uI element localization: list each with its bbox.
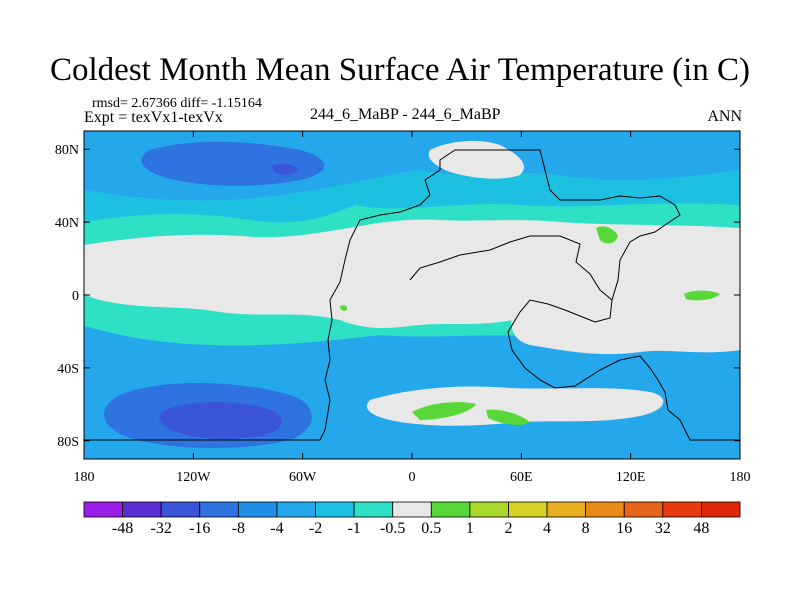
field-warm-patch-pacific <box>684 290 720 301</box>
colorbar-swatch <box>83 501 123 518</box>
stats-line: rmsd= 2.67366 diff= -1.15164 <box>92 96 262 111</box>
colorbar-swatch <box>508 501 548 518</box>
lat-tick-label: 80N <box>55 143 79 158</box>
colorbar-label: 8 <box>582 520 590 537</box>
colorbar-label: -8 <box>232 520 245 537</box>
colorbar-label: 0.5 <box>421 520 441 537</box>
colorbar-swatch <box>122 501 162 518</box>
field-warm-patch-atlantic <box>340 305 348 311</box>
colorbar-swatch <box>469 501 509 518</box>
period-label: 244_6_MaBP - 244_6_MaBP <box>310 106 501 123</box>
colorbar-label: 48 <box>693 520 709 537</box>
lat-tick-label: 40S <box>57 362 79 377</box>
colorbar-swatch <box>392 501 432 518</box>
lat-tick-label: 40N <box>55 216 79 231</box>
colorbar-label: -0.5 <box>380 520 405 537</box>
colorbar-swatch <box>199 501 239 518</box>
lat-tick-label: 0 <box>72 289 79 304</box>
field-warm-patch-southern-2 <box>486 409 530 425</box>
colorbar-swatch <box>353 501 394 518</box>
colorbar-swatch <box>701 501 741 518</box>
lon-tick-label: 120E <box>616 470 646 485</box>
colorbar-label: 32 <box>655 520 671 537</box>
lon-tick-label: 0 <box>409 470 416 485</box>
lon-tick-label: 180 <box>74 470 95 485</box>
season-label: ANN <box>707 108 742 125</box>
map-axes: 80N 40N 0 40S 80S 180 120W 60W 0 60E 120E 180 <box>55 131 751 485</box>
colorbar-swatch <box>546 501 587 518</box>
colorbar-label: -16 <box>189 520 210 537</box>
experiment-label: Expt = texVx1-texVx <box>84 109 223 126</box>
colorbar-swatch <box>237 501 278 518</box>
continent-inner-outline <box>409 235 613 301</box>
continent-outline <box>84 149 740 441</box>
colorbar-swatch <box>160 501 201 518</box>
field-warm-patch-asia <box>596 226 618 244</box>
lat-tick-label: 80S <box>57 435 79 450</box>
field-cold-north-pacific <box>141 141 325 186</box>
field-coldest-north-pacific <box>272 163 298 175</box>
colorbar-label: -32 <box>151 520 172 537</box>
colorbar-label: -2 <box>309 520 322 537</box>
colorbar-label: 1 <box>466 520 474 537</box>
colorbar: -48 -32 -16 -8 -4 -2 -1 -0.5 0.5 1 2 4 8 16 32 48 <box>83 501 741 537</box>
colorbar-swatch <box>662 501 702 518</box>
colorbar-label: -1 <box>347 520 360 537</box>
colorbar-swatch <box>430 501 471 518</box>
colorbar-swatch <box>623 501 664 518</box>
colorbar-swatch <box>585 501 625 518</box>
lon-tick-label: 60W <box>289 470 317 485</box>
map-field <box>84 131 740 459</box>
plot-title: Coldest Month Mean Surface Air Temperatu… <box>50 52 750 88</box>
field-warm-patch-southern-1 <box>412 402 476 420</box>
lon-tick-label: 120W <box>176 470 211 485</box>
colorbar-label: 16 <box>616 520 632 537</box>
colorbar-label: 4 <box>543 520 551 537</box>
lon-tick-label: 60E <box>510 470 533 485</box>
colorbar-label: 2 <box>504 520 512 537</box>
colorbar-swatch <box>276 501 316 518</box>
colorbar-swatch <box>315 501 355 518</box>
colorbar-label: -4 <box>270 520 283 537</box>
colorbar-label: -48 <box>112 520 133 537</box>
field-neutral-east <box>511 294 740 355</box>
lon-tick-label: 180 <box>730 470 751 485</box>
field-coldest-south-pacific <box>159 401 282 439</box>
